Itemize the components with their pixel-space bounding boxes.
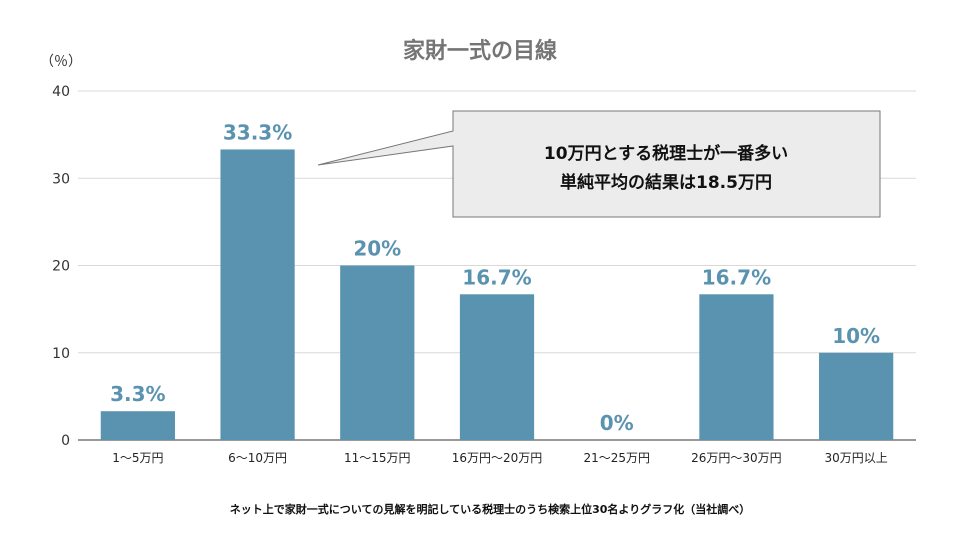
y-axis-unit-label: （％） (40, 54, 82, 70)
data-label: 3.3% (110, 382, 165, 406)
bar (459, 294, 535, 440)
bars (100, 149, 894, 440)
callout-line-1: 10万円とする税理士が一番多い (544, 143, 788, 164)
data-label: 33.3% (223, 120, 292, 144)
y-tick-label: 0 (61, 433, 70, 449)
x-tick-label: 26万円〜30万円 (691, 451, 782, 465)
data-label: 16.7% (702, 265, 771, 289)
data-label: 20% (353, 237, 401, 261)
y-tick-label: 30 (52, 171, 70, 187)
y-axis-ticks: 0 10 20 30 40 (52, 84, 70, 449)
callout-line-2: 単純平均の結果は18.5万円 (560, 172, 772, 193)
y-tick-label: 10 (52, 346, 70, 362)
y-tick-label: 20 (52, 259, 70, 275)
callout-box (317, 110, 881, 218)
x-axis-ticks: 1〜5万円 6〜10万円 11〜15万円 16万円〜20万円 21〜25万円 26万円〜3… (112, 451, 888, 465)
x-tick-label: 11〜15万円 (344, 451, 411, 465)
y-tick-label: 40 (52, 84, 70, 100)
data-label: 10% (832, 324, 880, 348)
bar (699, 294, 774, 440)
data-label: 0% (600, 411, 634, 435)
data-label: 16.7% (462, 265, 531, 289)
footnote: ネット上で家財一式についての見解を明記している税理士のうち検索上位30名よりグラ… (230, 502, 750, 516)
callout: 10万円とする税理士が一番多い 単純平均の結果は18.5万円 (317, 110, 881, 218)
bar (819, 352, 894, 440)
x-tick-label: 6〜10万円 (228, 451, 287, 465)
bar (220, 149, 295, 440)
bar (100, 411, 175, 440)
bar (340, 265, 415, 440)
x-tick-label: 1〜5万円 (112, 451, 163, 465)
chart-title: 家財一式の目線 (403, 38, 557, 64)
data-labels: 3.3% 33.3% 20% 16.7% 0% 16.7% 10% (110, 120, 880, 435)
x-tick-label: 16万円〜20万円 (452, 451, 543, 465)
x-tick-label: 21〜25万円 (583, 451, 650, 465)
x-tick-label: 30万円以上 (825, 451, 888, 465)
